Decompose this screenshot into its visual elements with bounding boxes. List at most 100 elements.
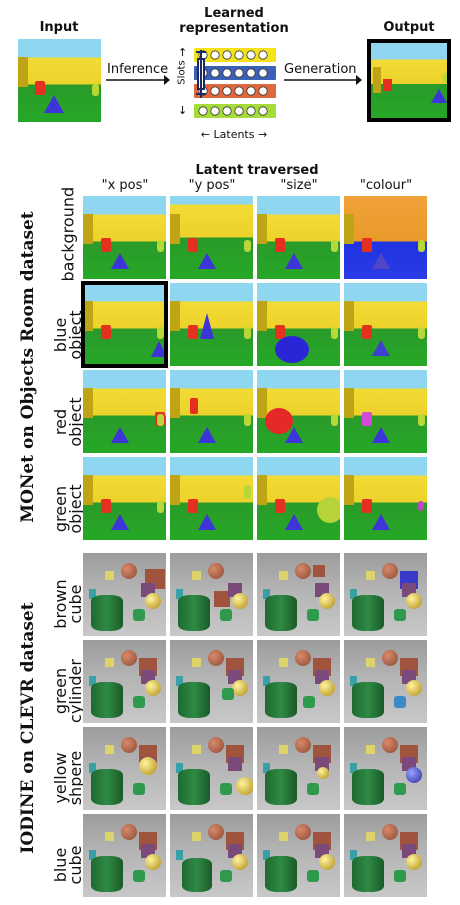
- monet-thumbnail: [170, 196, 253, 279]
- small-green-cylinder: [133, 783, 145, 795]
- small-green-cylinder: [394, 696, 406, 708]
- brown-sphere: [208, 737, 224, 753]
- inference-arrow: [106, 75, 170, 85]
- green-object: [244, 414, 251, 426]
- brown-sphere: [295, 563, 311, 579]
- monet-thumbnail: [257, 370, 340, 453]
- big-green-cylinder: [91, 856, 123, 892]
- small-green-cylinder: [394, 783, 406, 795]
- yellow-cylinder: [105, 658, 114, 667]
- blue-cone-icon: [372, 340, 390, 356]
- clevr-thumbnail: [257, 814, 340, 897]
- yellow-cylinder: [279, 832, 288, 841]
- small-green-cylinder: [307, 609, 319, 621]
- red-object: [101, 325, 111, 339]
- gold-sphere: [406, 767, 422, 783]
- teal-cylinder: [263, 763, 270, 773]
- column-colour: "colour": [359, 178, 413, 193]
- blue-cone-icon: [111, 253, 129, 269]
- input-label: Input: [39, 20, 79, 35]
- brown-sphere: [382, 737, 398, 753]
- purple-cube: [228, 757, 242, 771]
- small-green-cylinder: [222, 688, 234, 700]
- blue-cone-icon: [151, 341, 166, 357]
- learned-label-2: representation: [179, 21, 289, 36]
- monet-row-green-object: green object: [51, 484, 85, 534]
- output-image: [367, 39, 451, 122]
- gold-sphere: [232, 593, 248, 609]
- grid-title: Latent traversed: [195, 163, 319, 178]
- monet-thumbnail: [344, 196, 427, 279]
- big-green-cylinder: [352, 769, 384, 805]
- monet-thumbnail: [170, 457, 253, 540]
- red-object: [101, 238, 111, 252]
- teal-cylinder: [89, 763, 96, 773]
- clevr-thumbnail: [344, 727, 427, 810]
- clevr-thumbnail: [83, 814, 166, 897]
- blue-cone-icon: [111, 514, 129, 530]
- teal-cylinder: [89, 676, 96, 686]
- learned-label-1: Learned: [204, 6, 264, 21]
- small-green-cylinder: [133, 696, 145, 708]
- clevr-thumbnail: [344, 553, 427, 636]
- teal-cylinder: [89, 850, 96, 860]
- clevr-thumbnail: [83, 727, 166, 810]
- red-object: [188, 238, 198, 252]
- blue-cone-icon: [198, 427, 216, 443]
- slots-label: Slots: [176, 60, 188, 85]
- yellow-cylinder: [192, 571, 201, 580]
- brown-sphere: [208, 563, 224, 579]
- brown-sphere: [121, 563, 137, 579]
- teal-cylinder: [350, 676, 357, 686]
- yellow-cylinder: [105, 832, 114, 841]
- clevr-thumbnail: [83, 553, 166, 636]
- yellow-cylinder: [105, 745, 114, 754]
- gold-sphere: [317, 767, 329, 779]
- gold-sphere: [406, 854, 422, 870]
- brown-sphere: [295, 737, 311, 753]
- gold-sphere: [319, 680, 335, 696]
- column-size: "size": [280, 178, 318, 193]
- brown-sphere: [382, 650, 398, 666]
- gold-sphere: [145, 854, 161, 870]
- big-green-cylinder: [182, 858, 212, 892]
- monet-thumbnail: [83, 283, 166, 366]
- small-green-cylinder: [133, 609, 145, 621]
- blue-cone-icon: [372, 253, 390, 269]
- big-green-cylinder: [265, 856, 297, 892]
- big-green-cylinder: [178, 769, 210, 805]
- teal-cylinder: [263, 850, 270, 860]
- iodine-section-label: IODINE on CLEVR dataset: [18, 602, 38, 854]
- generation-arrow: [284, 75, 362, 85]
- gold-sphere: [319, 854, 335, 870]
- red-object: [190, 398, 198, 414]
- yellow-cylinder: [192, 658, 201, 667]
- input-image: [18, 39, 101, 122]
- teal-cylinder: [176, 589, 183, 599]
- red-object: [188, 325, 198, 339]
- gold-sphere: [232, 854, 248, 870]
- small-green-cylinder: [303, 696, 315, 708]
- green-object: [317, 497, 340, 523]
- gold-sphere: [145, 680, 161, 696]
- monet-thumbnail: [344, 457, 427, 540]
- green-object: [244, 485, 251, 499]
- big-green-cylinder: [352, 856, 384, 892]
- yellow-cylinder: [279, 745, 288, 754]
- gold-sphere: [406, 680, 422, 696]
- green-object: [418, 327, 425, 339]
- big-green-cylinder: [265, 595, 297, 631]
- brown-sphere: [121, 737, 137, 753]
- green-object: [331, 327, 338, 339]
- red-object: [362, 499, 372, 513]
- green-object: [157, 240, 164, 252]
- monet-thumbnail: [257, 283, 340, 366]
- brown-sphere: [382, 824, 398, 840]
- brown-cube: [313, 565, 325, 577]
- brown-sphere: [121, 650, 137, 666]
- blue-cone-icon: [44, 95, 64, 113]
- green-object: [331, 414, 338, 426]
- monet-thumbnail: [83, 370, 166, 453]
- teal-cylinder: [176, 763, 183, 773]
- gold-sphere: [236, 777, 253, 795]
